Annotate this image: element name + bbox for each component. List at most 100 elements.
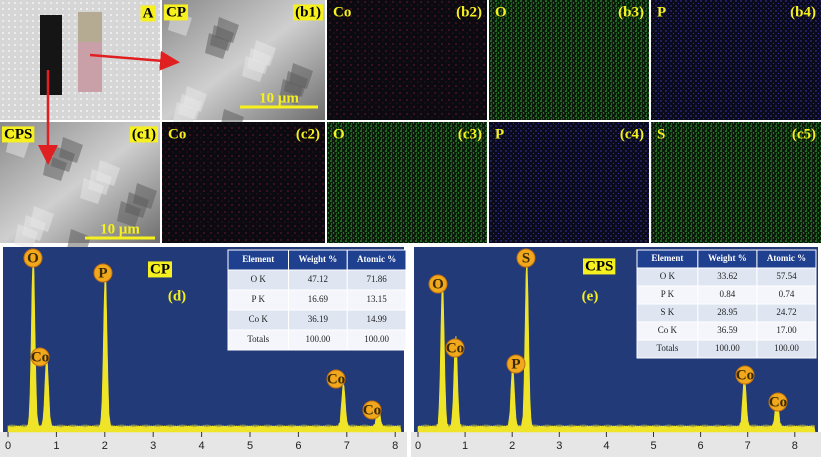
peak-marker: [93, 263, 113, 283]
electrode-black: [40, 15, 62, 95]
arrow: [89, 50, 180, 71]
peak-marker: [735, 365, 755, 385]
tag-box: [148, 261, 172, 278]
peak-label: P: [98, 265, 107, 281]
table-cell-text: Co K: [249, 314, 269, 324]
panel-label: (c3): [458, 126, 482, 142]
x-tick-label: 1: [53, 440, 59, 452]
x-tick-label: 5: [247, 440, 253, 452]
table-cell-text: 100.00: [306, 334, 331, 344]
peak-marker: [768, 392, 788, 412]
tag-box: [293, 4, 323, 21]
peak-label: Co: [327, 371, 345, 387]
peak-marker: [428, 274, 448, 294]
axis-area: [0, 432, 407, 457]
tag-box: [164, 4, 188, 21]
tag-box: [2, 126, 35, 143]
table-cell-text: 17.00: [776, 325, 797, 335]
peak-marker: [23, 248, 43, 268]
peak-label: O: [27, 250, 39, 266]
x-tick-label: 3: [150, 440, 156, 452]
x-tick-label: 0: [5, 440, 11, 452]
image: [489, 0, 649, 120]
panel-tag: (b1): [295, 4, 321, 20]
element-tag: O: [495, 4, 507, 20]
peak-label: O: [432, 276, 444, 292]
x-tick-label: 8: [392, 440, 398, 452]
x-tick-label: 8: [792, 440, 798, 452]
peak-marker: [326, 369, 346, 389]
panel-tag: CPS: [585, 258, 613, 274]
table-cell-text: O K: [251, 274, 267, 284]
x-tick-label: 2: [102, 440, 108, 452]
table-cell-text: 14.99: [367, 314, 388, 324]
x-tick-label: 7: [745, 440, 751, 452]
x-tick-label: 0: [415, 440, 421, 452]
table-cell-text: Totals: [656, 343, 678, 353]
x-tick-label: 3: [556, 440, 562, 452]
peak-marker: [516, 248, 536, 268]
table-cell-text: 28.95: [717, 307, 738, 317]
table-cell-text: 47.12: [308, 274, 328, 284]
spectrum-trace: [7, 254, 402, 433]
table-cell-text: S K: [661, 307, 675, 317]
table-cell-text: 0.84: [720, 289, 736, 299]
x-tick-label: 7: [344, 440, 350, 452]
element-tag: S: [657, 126, 665, 142]
panel-label: (b3): [618, 4, 644, 20]
table-cell-text: 100.00: [774, 343, 799, 353]
x-tick-label: 6: [295, 440, 301, 452]
panel-label: (c5): [792, 126, 816, 142]
x-tick-label: 4: [603, 440, 609, 452]
table-cell: [756, 339, 817, 359]
table-cell-text: 100.00: [715, 343, 740, 353]
texture: [215, 17, 239, 43]
scale-label: 10 μm: [259, 90, 299, 106]
panel-tag: A: [143, 5, 154, 21]
peak-label: P: [511, 356, 520, 372]
peak-marker: [445, 338, 465, 358]
table-cell-text: Totals: [247, 334, 269, 344]
table-cell-text: 24.72: [776, 307, 796, 317]
element-tag: Co: [333, 4, 351, 20]
panel-tag: CPS: [4, 126, 32, 142]
tag-box: [129, 126, 158, 143]
table-cell-text: 13.15: [367, 294, 388, 304]
x-tick-label: 6: [698, 440, 704, 452]
scale-label: 10 μm: [100, 221, 140, 237]
panel-label: (d): [168, 288, 186, 304]
table-header: Element: [651, 253, 683, 263]
axis-area: [411, 432, 821, 457]
table-header: Weight %: [708, 253, 747, 263]
peak-label: Co: [769, 394, 787, 410]
table-cell-text: O K: [660, 271, 676, 281]
peak-label: Co: [363, 402, 381, 418]
table-cell-text: 100.00: [364, 334, 389, 344]
table-header: Atomic %: [767, 253, 806, 263]
table-header: Weight %: [299, 254, 338, 264]
texture: [289, 63, 313, 89]
spectrum-trace: [417, 258, 816, 433]
x-tick-label: 2: [509, 440, 515, 452]
tag-box: [583, 258, 616, 275]
table-cell: [346, 329, 407, 351]
image: [327, 122, 487, 243]
panel-tag: (c1): [132, 126, 156, 142]
peak-label: S: [522, 250, 530, 266]
x-tick-label: 4: [199, 440, 205, 452]
image: [162, 122, 325, 243]
element-tag: P: [495, 126, 504, 142]
electrode-top: [78, 12, 102, 42]
texture: [133, 183, 157, 209]
table-cell-text: 71.86: [367, 274, 388, 284]
panel-label: (b2): [456, 4, 482, 20]
x-tick-label: 5: [650, 440, 656, 452]
table-cell-text: 0.74: [779, 289, 795, 299]
panel-label: (b4): [790, 4, 816, 20]
peak-label: Co: [736, 367, 754, 383]
peak-marker: [362, 400, 382, 420]
texture: [96, 160, 120, 186]
table-cell-text: 36.19: [308, 314, 329, 324]
